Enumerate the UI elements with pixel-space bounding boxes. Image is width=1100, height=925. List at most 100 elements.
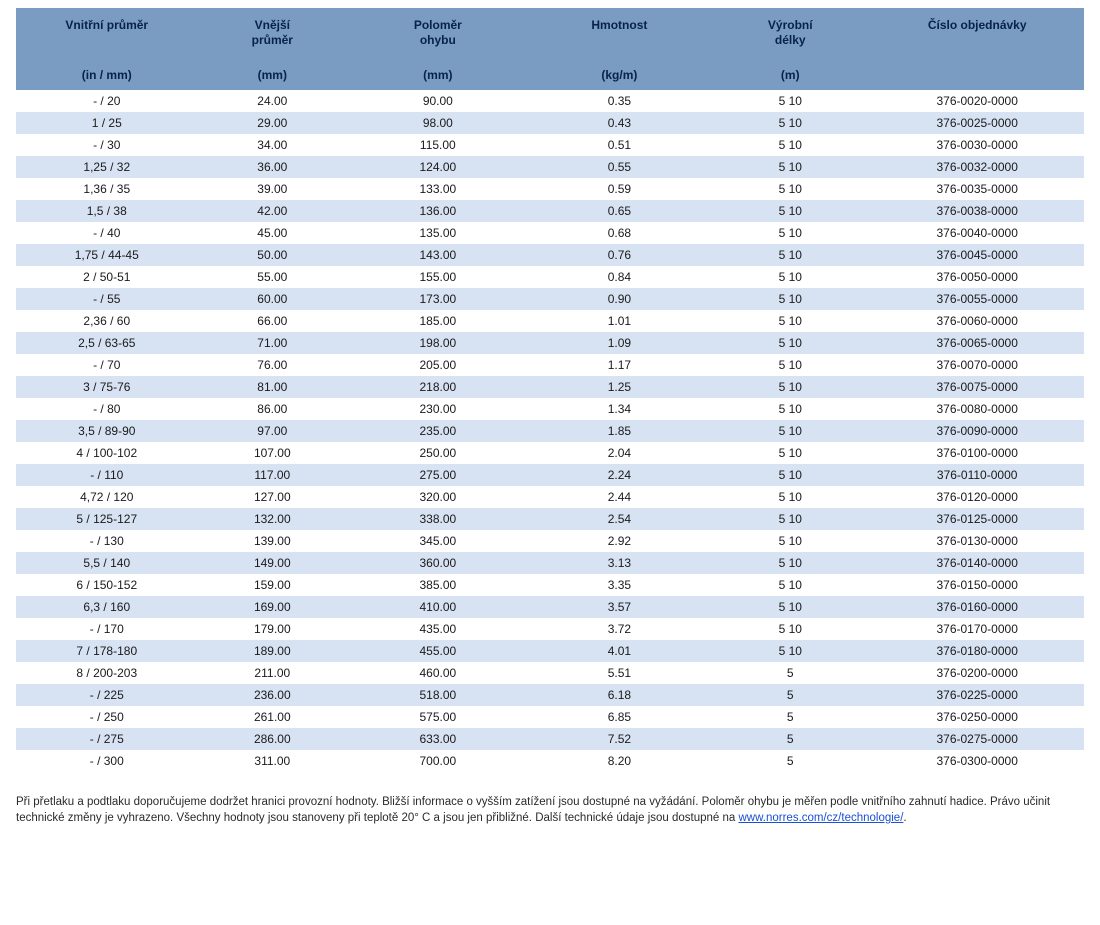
table-cell: 36.00: [198, 156, 348, 178]
col-unit: (mm): [347, 66, 529, 90]
table-cell: 0.68: [529, 222, 711, 244]
table-cell: 2.24: [529, 464, 711, 486]
table-cell: 189.00: [198, 640, 348, 662]
table-cell: 376-0070-0000: [870, 354, 1084, 376]
table-cell: 173.00: [347, 288, 529, 310]
table-cell: 376-0250-0000: [870, 706, 1084, 728]
table-cell: 97.00: [198, 420, 348, 442]
footnote-link[interactable]: www.norres.com/cz/technologie/: [739, 812, 904, 824]
table-cell: 1,75 / 44-45: [16, 244, 198, 266]
table-cell: 5 10: [710, 574, 870, 596]
table-cell: 5 10: [710, 222, 870, 244]
table-cell: 1 / 25: [16, 112, 198, 134]
table-cell: 211.00: [198, 662, 348, 684]
table-cell: 50.00: [198, 244, 348, 266]
table-cell: 235.00: [347, 420, 529, 442]
table-cell: 376-0140-0000: [870, 552, 1084, 574]
table-cell: 55.00: [198, 266, 348, 288]
table-cell: 0.55: [529, 156, 711, 178]
table-cell: 1.85: [529, 420, 711, 442]
table-cell: - / 30: [16, 134, 198, 156]
table-cell: 5 / 125-127: [16, 508, 198, 530]
table-cell: 5.51: [529, 662, 711, 684]
table-cell: 42.00: [198, 200, 348, 222]
table-row: - / 130139.00345.002.925 10376-0130-0000: [16, 530, 1084, 552]
footnote: Při přetlaku a podtlaku doporučujeme dod…: [16, 794, 1084, 826]
table-cell: 143.00: [347, 244, 529, 266]
table-cell: 460.00: [347, 662, 529, 684]
table-cell: 124.00: [347, 156, 529, 178]
table-cell: 5,5 / 140: [16, 552, 198, 574]
table-row: 8 / 200-203211.00460.005.515376-0200-000…: [16, 662, 1084, 684]
col-title-line1: Vnitřní průměr: [65, 18, 148, 32]
table-cell: 376-0032-0000: [870, 156, 1084, 178]
table-row: 1,75 / 44-4550.00143.000.765 10376-0045-…: [16, 244, 1084, 266]
table-cell: 2,36 / 60: [16, 310, 198, 332]
table-cell: 376-0120-0000: [870, 486, 1084, 508]
col-unit: (kg/m): [529, 66, 711, 90]
table-cell: 8.20: [529, 750, 711, 772]
col-header: Vnějšíprůměr: [198, 8, 348, 66]
table-cell: 2,5 / 63-65: [16, 332, 198, 354]
table-cell: 132.00: [198, 508, 348, 530]
table-cell: 60.00: [198, 288, 348, 310]
table-cell: 133.00: [347, 178, 529, 200]
table-cell: 205.00: [347, 354, 529, 376]
table-cell: 376-0055-0000: [870, 288, 1084, 310]
table-cell: 5 10: [710, 134, 870, 156]
table-cell: 6,3 / 160: [16, 596, 198, 618]
table-cell: - / 300: [16, 750, 198, 772]
table-cell: 236.00: [198, 684, 348, 706]
table-cell: 0.59: [529, 178, 711, 200]
table-cell: 4 / 100-102: [16, 442, 198, 464]
table-cell: 149.00: [198, 552, 348, 574]
table-cell: 1.01: [529, 310, 711, 332]
table-cell: 376-0150-0000: [870, 574, 1084, 596]
table-cell: 179.00: [198, 618, 348, 640]
table-cell: 1,25 / 32: [16, 156, 198, 178]
table-cell: 700.00: [347, 750, 529, 772]
table-cell: 159.00: [198, 574, 348, 596]
table-cell: 338.00: [347, 508, 529, 530]
table-cell: 1.17: [529, 354, 711, 376]
table-cell: 518.00: [347, 684, 529, 706]
table-row: 2,5 / 63-6571.00198.001.095 10376-0065-0…: [16, 332, 1084, 354]
table-cell: 81.00: [198, 376, 348, 398]
col-header: Vnitřní průměr: [16, 8, 198, 66]
table-cell: 435.00: [347, 618, 529, 640]
table-cell: 376-0045-0000: [870, 244, 1084, 266]
col-title-line1: Hmotnost: [591, 18, 647, 32]
table-cell: - / 225: [16, 684, 198, 706]
table-cell: 5 10: [710, 398, 870, 420]
table-cell: 76.00: [198, 354, 348, 376]
table-cell: 3.13: [529, 552, 711, 574]
table-cell: 4.01: [529, 640, 711, 662]
table-row: 1,36 / 3539.00133.000.595 10376-0035-000…: [16, 178, 1084, 200]
table-cell: 117.00: [198, 464, 348, 486]
col-title-line2: průměr: [252, 33, 293, 47]
table-cell: 5 10: [710, 596, 870, 618]
table-cell: 376-0040-0000: [870, 222, 1084, 244]
table-cell: 5: [710, 750, 870, 772]
table-cell: 250.00: [347, 442, 529, 464]
col-unit: (mm): [198, 66, 348, 90]
table-cell: 376-0100-0000: [870, 442, 1084, 464]
col-title-line1: Vnější: [255, 18, 290, 32]
table-cell: 5 10: [710, 640, 870, 662]
table-cell: 376-0160-0000: [870, 596, 1084, 618]
table-cell: - / 55: [16, 288, 198, 310]
table-cell: 4,72 / 120: [16, 486, 198, 508]
table-cell: 155.00: [347, 266, 529, 288]
table-row: - / 8086.00230.001.345 10376-0080-0000: [16, 398, 1084, 420]
table-row: 4 / 100-102107.00250.002.045 10376-0100-…: [16, 442, 1084, 464]
table-cell: 218.00: [347, 376, 529, 398]
table-row: 1,5 / 3842.00136.000.655 10376-0038-0000: [16, 200, 1084, 222]
col-header: Výrobnídélky: [710, 8, 870, 66]
table-cell: 5 10: [710, 618, 870, 640]
table-cell: 376-0090-0000: [870, 420, 1084, 442]
col-unit: (in / mm): [16, 66, 198, 90]
table-cell: 376-0060-0000: [870, 310, 1084, 332]
table-cell: 0.84: [529, 266, 711, 288]
table-cell: 5 10: [710, 420, 870, 442]
table-cell: 5 10: [710, 112, 870, 134]
